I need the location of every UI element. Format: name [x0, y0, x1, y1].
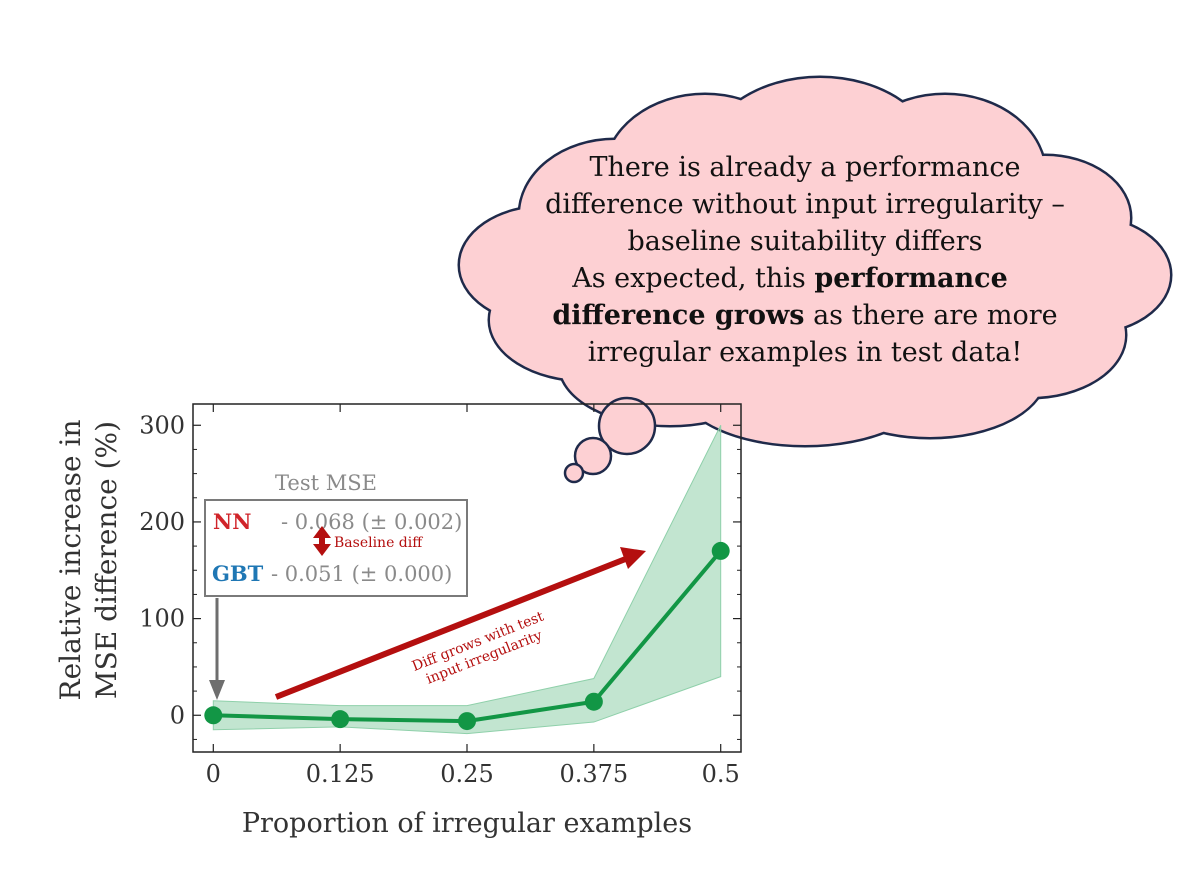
x-tick-label: 0: [206, 760, 221, 788]
trend-annotation: Diff grows with test input irregularity: [410, 609, 547, 688]
legend-nn-label: NN: [213, 509, 251, 534]
bubble-line-5: difference grows as there are more: [552, 300, 1057, 331]
cloud-shape: [457, 75, 1173, 484]
bubble-bold-grows: difference grows: [552, 300, 804, 331]
y-tick-label: 300: [139, 411, 185, 439]
data-point: [711, 541, 730, 560]
x-tick-label: 0.5: [702, 760, 740, 788]
band-area: [212, 425, 722, 735]
bubble-line-2: difference without input irregularity –: [545, 189, 1065, 220]
double-arrow-icon: [313, 526, 331, 556]
y-axis-label-line2: MSE difference (%): [90, 421, 123, 699]
data-point: [458, 712, 476, 731]
confidence-band: [212, 425, 722, 735]
thought-bubble: There is already a performance differenc…: [457, 75, 1173, 484]
data-point: [331, 710, 350, 729]
x-tick-label: 0.375: [559, 760, 628, 788]
cloud-lobe: [555, 150, 1055, 390]
trend-arrow-icon: [274, 547, 646, 700]
y-tick-label: 0: [170, 701, 185, 729]
bubble-line-4-text: As expected, this: [571, 263, 806, 294]
data-point: [204, 706, 223, 725]
legend-nn-value: - 0.068 (± 0.002): [281, 510, 462, 534]
bubble-line-4: As expected, this performance: [571, 263, 1008, 294]
bubble-line-3: baseline suitability differs: [628, 226, 983, 257]
axis-ticks: 0 0.125 0.25 0.375 0.5 0 100 200 300: [139, 404, 741, 788]
series-points: [204, 541, 730, 731]
thought-dot: [597, 396, 657, 456]
bubble-bold-performance: performance: [814, 263, 1007, 294]
legend-frame: [204, 499, 468, 597]
bubble-line-6: irregular examples in test data!: [588, 337, 1022, 368]
chart: 0 0.125 0.25 0.375 0.5 0 100 200 300 Proportion …: [54, 403, 742, 839]
bubble-line-1: There is already a performance: [590, 152, 1021, 183]
legend-title: Test MSE: [275, 471, 377, 495]
y-tick-label: 200: [139, 508, 185, 536]
thought-dot: [573, 436, 613, 476]
legend-gbt-label: GBT: [212, 561, 264, 586]
x-axis-label: Proportion of irregular examples: [242, 808, 692, 839]
thought-dot: [563, 462, 585, 484]
legend-box: Test MSE NN - 0.068 (± 0.002) Baseline d…: [204, 471, 468, 597]
data-point: [584, 692, 603, 711]
legend-baseline-note: Baseline diff: [334, 535, 423, 551]
bubble-line-5-text: as there are more: [813, 300, 1058, 331]
down-arrow-icon: [209, 598, 225, 700]
x-tick-label: 0.125: [306, 760, 375, 788]
legend-gbt-value: - 0.051 (± 0.000): [271, 562, 452, 586]
x-tick-label: 0.25: [440, 760, 493, 788]
y-tick-label: 100: [139, 605, 185, 633]
y-axis-label-line1: Relative increase in: [54, 420, 87, 701]
